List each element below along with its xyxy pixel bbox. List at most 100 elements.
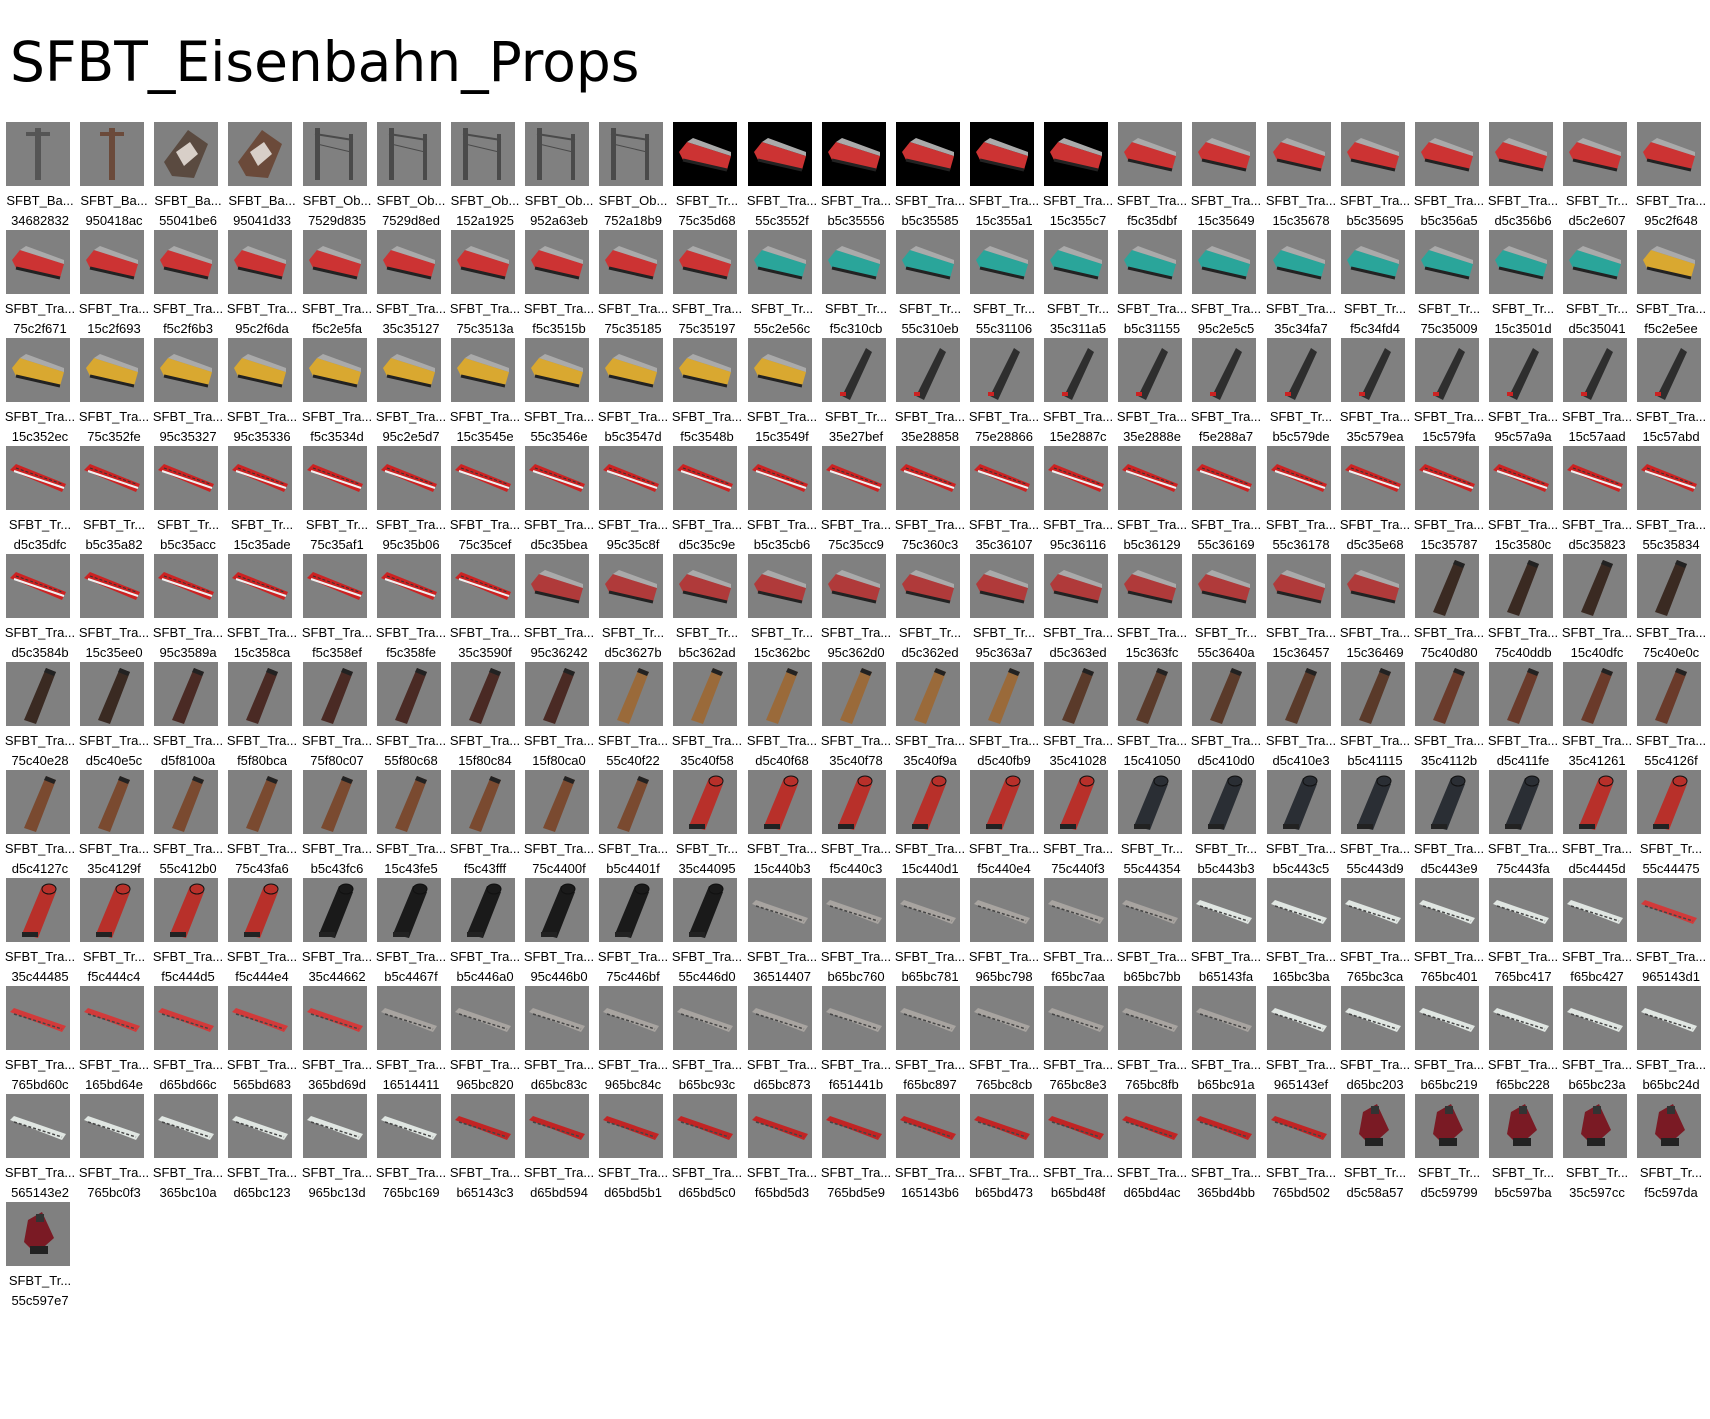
thumbnail-item[interactable]: SFBT_Tra... 965143ef: [1264, 986, 1338, 1104]
thumbnail-item[interactable]: SFBT_Tr... 95c363a7: [967, 554, 1041, 672]
thumbnail-item[interactable]: SFBT_Tra... 75c446bf: [596, 878, 670, 996]
thumbnail-item[interactable]: SFBT_Tra... 15c3545e: [448, 338, 522, 456]
thumbnail-item[interactable]: SFBT_Tra... 15c36469: [1338, 554, 1412, 672]
thumbnail-item[interactable]: SFBT_Tra... 75c3513a: [448, 230, 522, 348]
thumbnail-item[interactable]: SFBT_Ob... 952a63eb: [522, 122, 596, 240]
thumbnail-item[interactable]: SFBT_Tr... 55c310eb: [893, 230, 967, 348]
thumbnail-item[interactable]: SFBT_Tra... b5c35695: [1338, 122, 1412, 240]
thumbnail-item[interactable]: SFBT_Tra... 55c3546e: [522, 338, 596, 456]
thumbnail-item[interactable]: SFBT_Ba... 34682832: [3, 122, 77, 240]
thumbnail-item[interactable]: SFBT_Tra... 15c579fa: [1412, 338, 1486, 456]
thumbnail-item[interactable]: SFBT_Tra... b65bc781: [893, 878, 967, 996]
thumbnail-item[interactable]: SFBT_Tra... d5c35e68: [1338, 446, 1412, 564]
thumbnail-item[interactable]: SFBT_Tr... 55c44475: [1634, 770, 1708, 888]
thumbnail-item[interactable]: SFBT_Tra... 55c412b0: [151, 770, 225, 888]
thumbnail-item[interactable]: SFBT_Tra... 35e28858: [893, 338, 967, 456]
thumbnail-item[interactable]: SFBT_Tra... 75c443fa: [1486, 770, 1560, 888]
thumbnail-item[interactable]: SFBT_Tra... 36514407: [745, 878, 819, 996]
thumbnail-item[interactable]: SFBT_Tra... 15f80c84: [448, 662, 522, 780]
thumbnail-item[interactable]: SFBT_Tra... b5c35585: [893, 122, 967, 240]
thumbnail-item[interactable]: SFBT_Tra... 35c3590f: [448, 554, 522, 672]
thumbnail-item[interactable]: SFBT_Tra... d5c363ed: [1041, 554, 1115, 672]
thumbnail-item[interactable]: SFBT_Tra... b65bc91a: [1189, 986, 1263, 1104]
thumbnail-item[interactable]: SFBT_Tra... 15c355a1: [967, 122, 1041, 240]
thumbnail-item[interactable]: SFBT_Tra... f5c35dbf: [1115, 122, 1189, 240]
thumbnail-item[interactable]: SFBT_Tra... 15f80ca0: [522, 662, 596, 780]
thumbnail-item[interactable]: SFBT_Tra... 765bc417: [1486, 878, 1560, 996]
thumbnail-item[interactable]: SFBT_Tra... 35c40f78: [819, 662, 893, 780]
thumbnail-item[interactable]: SFBT_Tra... d5c356b6: [1486, 122, 1560, 240]
thumbnail-item[interactable]: SFBT_Tra... 765bc3ca: [1338, 878, 1412, 996]
thumbnail-item[interactable]: SFBT_Tra... 35c44485: [3, 878, 77, 996]
thumbnail-item[interactable]: SFBT_Tra... 15e2887c: [1041, 338, 1115, 456]
thumbnail-item[interactable]: SFBT_Tra... d5c410e3: [1264, 662, 1338, 780]
thumbnail-item[interactable]: SFBT_Tra... 15c41050: [1115, 662, 1189, 780]
thumbnail-item[interactable]: SFBT_Tr... d5c35dfc: [3, 446, 77, 564]
thumbnail-item[interactable]: SFBT_Tr... 55c3640a: [1189, 554, 1263, 672]
thumbnail-item[interactable]: SFBT_Tra... 35c4112b: [1412, 662, 1486, 780]
thumbnail-item[interactable]: SFBT_Tra... 95c2e5c5: [1189, 230, 1263, 348]
thumbnail-item[interactable]: SFBT_Tra... d5c35823: [1560, 446, 1634, 564]
thumbnail-item[interactable]: SFBT_Tra... 765bc8cb: [967, 986, 1041, 1104]
thumbnail-item[interactable]: SFBT_Tra... 15c352ec: [3, 338, 77, 456]
thumbnail-item[interactable]: SFBT_Tr... d5c58a57: [1338, 1094, 1412, 1212]
thumbnail-item[interactable]: SFBT_Tra... 75c35cc9: [819, 446, 893, 564]
thumbnail-item[interactable]: SFBT_Tra... b65bc219: [1412, 986, 1486, 1104]
thumbnail-item[interactable]: SFBT_Ob... 152a1925: [448, 122, 522, 240]
thumbnail-item[interactable]: SFBT_Tr... f5c597da: [1634, 1094, 1708, 1212]
thumbnail-item[interactable]: SFBT_Tr... b5c597ba: [1486, 1094, 1560, 1212]
thumbnail-item[interactable]: SFBT_Tra... 75c360c3: [893, 446, 967, 564]
thumbnail-item[interactable]: SFBT_Tra... 16514411: [374, 986, 448, 1104]
thumbnail-item[interactable]: SFBT_Tra... d5c35c9e: [670, 446, 744, 564]
thumbnail-item[interactable]: SFBT_Tr... 55c31106: [967, 230, 1041, 348]
thumbnail-item[interactable]: SFBT_Tra... 55f80c68: [374, 662, 448, 780]
thumbnail-item[interactable]: SFBT_Tra... 55c3552f: [745, 122, 819, 240]
thumbnail-item[interactable]: SFBT_Tra... 765bc169: [374, 1094, 448, 1212]
thumbnail-item[interactable]: SFBT_Tra... 35c44662: [300, 878, 374, 996]
thumbnail-item[interactable]: SFBT_Tra... 15c355c7: [1041, 122, 1115, 240]
thumbnail-item[interactable]: SFBT_Tra... 965bc84c: [596, 986, 670, 1104]
thumbnail-item[interactable]: SFBT_Tra... 55c36178: [1264, 446, 1338, 564]
thumbnail-item[interactable]: SFBT_Tra... 765bc8e3: [1041, 986, 1115, 1104]
thumbnail-item[interactable]: SFBT_Tr... 55c597e7: [3, 1202, 77, 1320]
thumbnail-item[interactable]: SFBT_Ba... 950418ac: [77, 122, 151, 240]
thumbnail-item[interactable]: SFBT_Tra... d5f8100a: [151, 662, 225, 780]
thumbnail-item[interactable]: SFBT_Tra... 35c34fa7: [1264, 230, 1338, 348]
thumbnail-item[interactable]: SFBT_Tra... 75c40e0c: [1634, 554, 1708, 672]
thumbnail-item[interactable]: SFBT_Tra... f65bc897: [893, 986, 967, 1104]
thumbnail-item[interactable]: SFBT_Tr... 55c44354: [1115, 770, 1189, 888]
thumbnail-item[interactable]: SFBT_Tra... b5c43fc6: [300, 770, 374, 888]
thumbnail-item[interactable]: SFBT_Tra... f651441b: [819, 986, 893, 1104]
thumbnail-item[interactable]: SFBT_Tra... 35c41028: [1041, 662, 1115, 780]
thumbnail-item[interactable]: SFBT_Tra... 15c57aad: [1560, 338, 1634, 456]
thumbnail-item[interactable]: SFBT_Tra... b65bc93c: [670, 986, 744, 1104]
thumbnail-item[interactable]: SFBT_Tra... 75c4400f: [522, 770, 596, 888]
thumbnail-item[interactable]: SFBT_Tra... b5c4401f: [596, 770, 670, 888]
thumbnail-item[interactable]: SFBT_Tra... 165bd64e: [77, 986, 151, 1104]
thumbnail-item[interactable]: SFBT_Tra... 95c446b0: [522, 878, 596, 996]
thumbnail-item[interactable]: SFBT_Tra... d5c40e5c: [77, 662, 151, 780]
thumbnail-item[interactable]: SFBT_Tr... 35c44095: [670, 770, 744, 888]
thumbnail-item[interactable]: SFBT_Tra... 165bc3ba: [1264, 878, 1338, 996]
thumbnail-item[interactable]: SFBT_Tra... b5c356a5: [1412, 122, 1486, 240]
thumbnail-item[interactable]: SFBT_Tr... b5c35acc: [151, 446, 225, 564]
thumbnail-item[interactable]: SFBT_Tra... 55c35834: [1634, 446, 1708, 564]
thumbnail-item[interactable]: SFBT_Tra... 55c4126f: [1634, 662, 1708, 780]
thumbnail-item[interactable]: SFBT_Tra... 965bc13d: [300, 1094, 374, 1212]
thumbnail-item[interactable]: SFBT_Tr... 15c3501d: [1486, 230, 1560, 348]
thumbnail-item[interactable]: SFBT_Tr... d5c2e607: [1560, 122, 1634, 240]
thumbnail-item[interactable]: SFBT_Tra... 75c43fa6: [225, 770, 299, 888]
thumbnail-item[interactable]: SFBT_Tr... d5c3627b: [596, 554, 670, 672]
thumbnail-item[interactable]: SFBT_Tra... 15c35ee0: [77, 554, 151, 672]
thumbnail-item[interactable]: SFBT_Tra... d65bc123: [225, 1094, 299, 1212]
thumbnail-item[interactable]: SFBT_Tra... b65bd48f: [1041, 1094, 1115, 1212]
thumbnail-item[interactable]: SFBT_Tra... 55c36169: [1189, 446, 1263, 564]
thumbnail-item[interactable]: SFBT_Tra... b5c36129: [1115, 446, 1189, 564]
thumbnail-item[interactable]: SFBT_Tra... f5c358fe: [374, 554, 448, 672]
thumbnail-item[interactable]: SFBT_Tra... 95c35c8f: [596, 446, 670, 564]
thumbnail-item[interactable]: SFBT_Tra... f5c358ef: [300, 554, 374, 672]
thumbnail-item[interactable]: SFBT_Tr... d5c362ed: [893, 554, 967, 672]
thumbnail-item[interactable]: SFBT_Tra... 75c440f3: [1041, 770, 1115, 888]
thumbnail-item[interactable]: SFBT_Tra... d5c443e9: [1412, 770, 1486, 888]
thumbnail-item[interactable]: SFBT_Tra... 95c35327: [151, 338, 225, 456]
